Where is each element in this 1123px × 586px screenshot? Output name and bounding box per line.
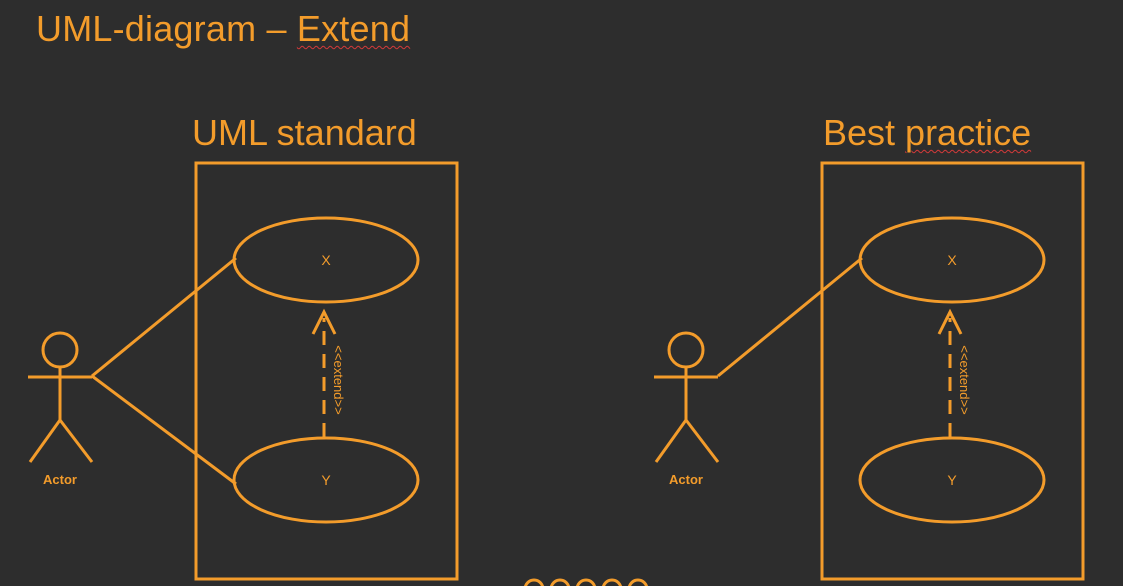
heading-emphasis: practice [905, 112, 1032, 153]
actor-left [28, 331, 94, 463]
association-actor-x-right [717, 256, 863, 378]
title-emphasis: Extend [296, 8, 411, 49]
panel-heading-uml-standard: UML standard [192, 112, 417, 153]
use-case-x-label-right: X [947, 252, 957, 268]
panel-heading-best-practice: Best practice [823, 112, 1031, 154]
use-case-y-left [232, 436, 420, 524]
cropped-marks-icon [523, 578, 649, 586]
system-boundary-right [820, 161, 1085, 581]
heading-prefix: Best [823, 112, 906, 153]
use-case-y-right [858, 436, 1046, 524]
right-panel [654, 161, 1085, 581]
association-actor-x-left [91, 256, 237, 378]
use-case-x-label-left: X [321, 252, 331, 268]
extend-arrowhead-right [937, 308, 963, 335]
actor-right [654, 331, 720, 463]
slide-title: UML-diagram – Extend [36, 8, 410, 50]
use-case-y-label-right: Y [947, 472, 957, 488]
actor-label-right: Actor [669, 472, 703, 487]
title-prefix: UML-diagram – [36, 8, 297, 49]
system-boundary-left [194, 161, 459, 581]
association-actor-y-left [91, 374, 237, 486]
extend-label-left: <<extend>> [331, 345, 346, 414]
cropped-footer-marks [520, 574, 650, 586]
extend-arrowhead-left [311, 308, 337, 335]
use-case-y-label-left: Y [321, 472, 331, 488]
left-panel [28, 161, 459, 581]
actor-label-left: Actor [43, 472, 77, 487]
extend-label-right: <<extend>> [957, 345, 972, 414]
